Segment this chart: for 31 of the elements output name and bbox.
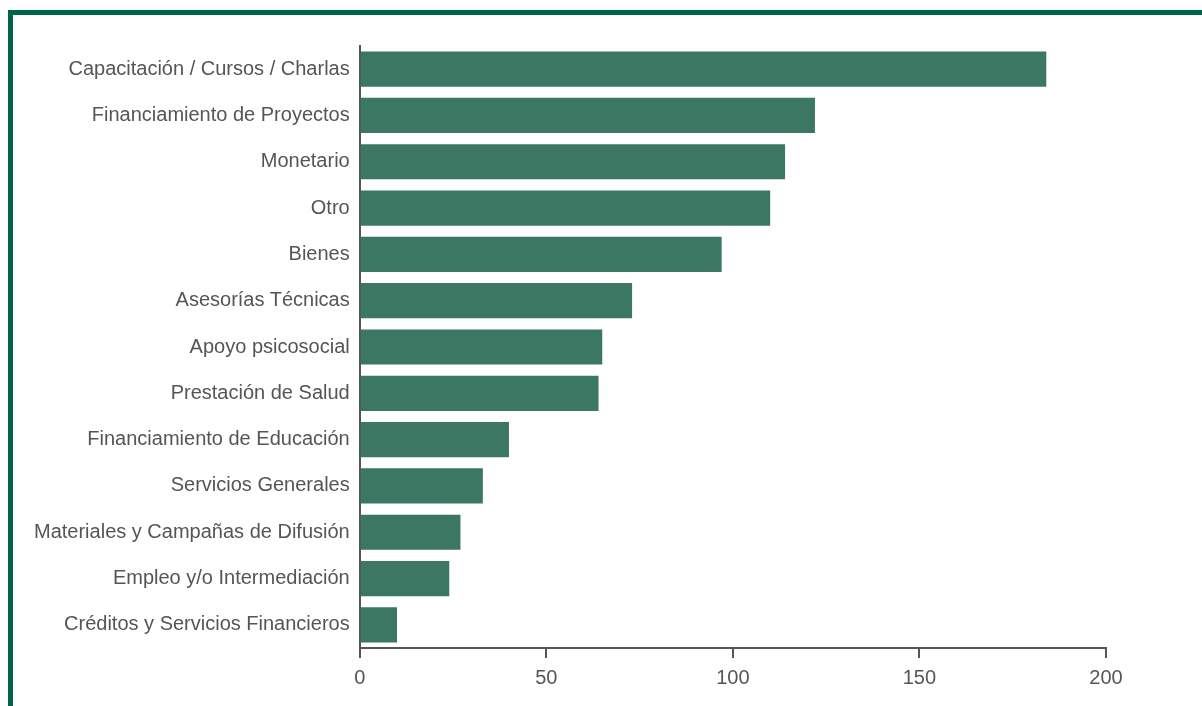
y-tick-label: Otro (310, 195, 350, 218)
x-tick-label: 200 (1089, 665, 1123, 688)
y-tick-label: Materiales y Campañas de Difusión (34, 519, 350, 542)
x-tick-label: 100 (716, 665, 750, 688)
y-tick-label: Servicios Generales (170, 473, 350, 496)
bar (360, 97, 815, 134)
y-tick-label: Bienes (288, 241, 350, 264)
x-tick-label: 0 (354, 665, 366, 688)
y-tick-label: Financiamiento de Proyectos (91, 102, 350, 125)
bar (360, 468, 483, 504)
x-tick-label: 150 (902, 665, 937, 688)
bar (360, 283, 633, 319)
bar (360, 236, 722, 272)
y-tick-label: Capacitación / Cursos / Charlas (68, 56, 350, 79)
bar (360, 514, 461, 550)
bar (360, 144, 786, 180)
y-tick-label: Créditos y Servicios Financieros (64, 612, 350, 635)
y-tick-label: Financiamiento de Educación (87, 427, 350, 450)
bar (360, 329, 603, 365)
bar (360, 51, 1047, 87)
y-tick-label: Empleo y/o Intermediación (112, 566, 350, 589)
y-tick-label: Monetario (260, 149, 350, 172)
bar (360, 190, 771, 226)
bar (360, 607, 398, 643)
y-tick-label: Asesorías Técnicas (175, 288, 350, 311)
bar (360, 560, 450, 597)
y-tick-label: Prestación de Salud (170, 380, 350, 403)
bar (360, 422, 509, 458)
bar (360, 375, 599, 411)
y-tick-label: Apoyo psicosocial (189, 334, 350, 357)
x-tick-label: 50 (535, 665, 558, 688)
